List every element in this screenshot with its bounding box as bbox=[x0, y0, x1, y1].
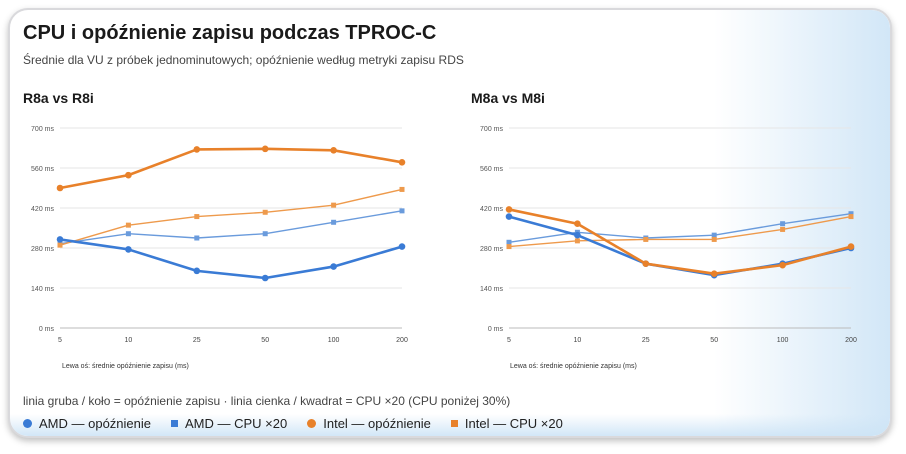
data-point-amd-latency bbox=[574, 231, 581, 239]
chart-card: CPU i opóźnienie zapisu podczas TPROC-C … bbox=[8, 8, 892, 438]
chart-subtitle: Średnie dla VU z próbek jednominutowych;… bbox=[23, 53, 464, 67]
square-marker-icon bbox=[171, 420, 178, 427]
y-tick-label: 280 ms bbox=[480, 246, 503, 253]
data-point-intel-cpu bbox=[57, 242, 63, 248]
data-point-amd-cpu bbox=[780, 221, 786, 227]
y-tick-label: 560 ms bbox=[31, 166, 54, 173]
data-point-amd-latency bbox=[330, 263, 337, 270]
data-point-amd-latency bbox=[56, 236, 64, 243]
x-tick-label: 10 bbox=[574, 337, 582, 344]
data-point-intel-latency bbox=[261, 145, 269, 153]
x-tick-label: 100 bbox=[328, 337, 340, 344]
data-point-intel-latency bbox=[56, 184, 64, 192]
series-line-intel-latency bbox=[508, 208, 852, 276]
x-tick-label: 100 bbox=[777, 337, 789, 344]
y-tick-label: 560 ms bbox=[480, 166, 503, 173]
circle-marker-icon bbox=[307, 419, 317, 428]
data-point-intel-latency bbox=[505, 206, 513, 213]
y-tick-label: 700 ms bbox=[480, 126, 503, 133]
data-point-amd-cpu bbox=[125, 231, 131, 237]
data-point-intel-latency bbox=[710, 270, 718, 278]
data-point-amd-cpu bbox=[262, 231, 268, 237]
legend-item-intel-cpu: Intel — CPU ×20 bbox=[450, 416, 563, 431]
data-point-intel-latency bbox=[330, 146, 337, 154]
y-tick-label: 0 ms bbox=[39, 326, 55, 333]
y-tick-label: 420 ms bbox=[31, 206, 54, 213]
x-tick-label: 50 bbox=[261, 337, 269, 344]
data-point-intel-cpu bbox=[262, 209, 268, 215]
y-tick-label: 140 ms bbox=[31, 286, 54, 293]
data-point-intel-latency bbox=[398, 158, 406, 166]
data-point-amd-cpu bbox=[848, 211, 854, 217]
data-point-intel-cpu bbox=[506, 244, 512, 250]
data-point-intel-cpu bbox=[399, 186, 405, 192]
data-point-intel-cpu bbox=[780, 226, 786, 232]
y-tick-label: 140 ms bbox=[480, 286, 503, 293]
data-point-intel-latency bbox=[779, 261, 786, 269]
circle-marker-icon bbox=[23, 419, 32, 428]
y-tick-label: 700 ms bbox=[31, 126, 54, 133]
data-point-intel-cpu bbox=[194, 214, 200, 220]
x-axis-label: Lewa oś: średnie opóźnienie zapisu (ms) bbox=[510, 363, 637, 370]
data-point-amd-cpu bbox=[331, 219, 337, 225]
x-tick-label: 200 bbox=[845, 337, 857, 344]
series-line-intel-cpu bbox=[508, 215, 852, 248]
panel-title-m8: M8a vs M8i bbox=[471, 90, 545, 106]
data-point-intel-cpu bbox=[643, 236, 649, 242]
legend: AMD — opóźnienie AMD — CPU ×20 Intel — o… bbox=[23, 416, 583, 431]
data-point-intel-latency bbox=[847, 243, 855, 250]
background-glow-bottom bbox=[10, 414, 890, 436]
y-tick-label: 420 ms bbox=[480, 206, 503, 213]
data-point-amd-latency bbox=[398, 243, 406, 250]
data-point-intel-cpu bbox=[711, 236, 717, 242]
legend-item-amd-cpu: AMD — CPU ×20 bbox=[171, 416, 287, 431]
x-tick-label: 25 bbox=[642, 337, 650, 344]
data-point-amd-latency bbox=[261, 274, 269, 282]
data-point-amd-cpu bbox=[711, 232, 717, 238]
legend-item-amd-latency: AMD — opóźnienie bbox=[23, 416, 151, 431]
legend-label: Intel — CPU ×20 bbox=[464, 416, 563, 431]
legend-label: AMD — opóźnienie bbox=[39, 416, 151, 431]
data-point-amd-cpu bbox=[506, 239, 512, 245]
x-tick-label: 5 bbox=[58, 337, 62, 344]
data-point-amd-latency bbox=[125, 246, 132, 253]
data-point-amd-latency bbox=[193, 267, 201, 275]
background-glow bbox=[10, 10, 890, 436]
data-point-intel-latency bbox=[125, 171, 132, 179]
data-point-intel-cpu bbox=[848, 214, 854, 220]
legend-item-intel-latency: Intel — opóźnienie bbox=[307, 416, 431, 431]
series-line-amd-latency bbox=[59, 238, 403, 280]
chart-title: CPU i opóźnienie zapisu podczas TPROC-C bbox=[23, 22, 437, 44]
data-point-intel-cpu bbox=[574, 238, 580, 244]
data-point-amd-cpu bbox=[194, 235, 200, 241]
x-tick-label: 200 bbox=[396, 337, 408, 344]
series-line-amd-latency bbox=[508, 215, 852, 277]
data-point-intel-cpu bbox=[125, 222, 131, 228]
square-marker-icon bbox=[450, 420, 458, 427]
data-point-amd-latency bbox=[505, 213, 513, 220]
legend-label: Intel — opóźnienie bbox=[323, 416, 431, 431]
x-axis-label: Lewa oś: średnie opóźnienie zapisu (ms) bbox=[62, 363, 189, 370]
x-tick-label: 25 bbox=[193, 337, 201, 344]
data-point-intel-latency bbox=[574, 220, 581, 228]
data-point-intel-cpu bbox=[331, 202, 337, 208]
data-point-amd-cpu bbox=[399, 208, 405, 214]
series-line-intel-latency bbox=[59, 147, 403, 190]
x-tick-label: 50 bbox=[710, 337, 718, 344]
data-point-intel-latency bbox=[193, 146, 201, 153]
x-tick-label: 10 bbox=[125, 337, 133, 344]
series-line-amd-cpu bbox=[59, 210, 403, 245]
panel-title-r8: R8a vs R8i bbox=[23, 90, 94, 106]
data-point-intel-latency bbox=[642, 260, 650, 268]
x-tick-label: 5 bbox=[507, 337, 511, 344]
y-tick-label: 0 ms bbox=[488, 326, 504, 333]
legend-label: AMD — CPU ×20 bbox=[185, 416, 288, 431]
y-tick-label: 280 ms bbox=[31, 246, 54, 253]
charts-canvas: 0 ms 140 ms 280 ms 420 ms 560 ms 700 ms 5 10 25 5… bbox=[31, 126, 857, 370]
encoding-note: linia gruba / koło = opóźnienie zapisu ·… bbox=[23, 394, 511, 408]
series-line-amd-cpu bbox=[508, 213, 852, 243]
series-line-intel-cpu bbox=[59, 188, 403, 246]
